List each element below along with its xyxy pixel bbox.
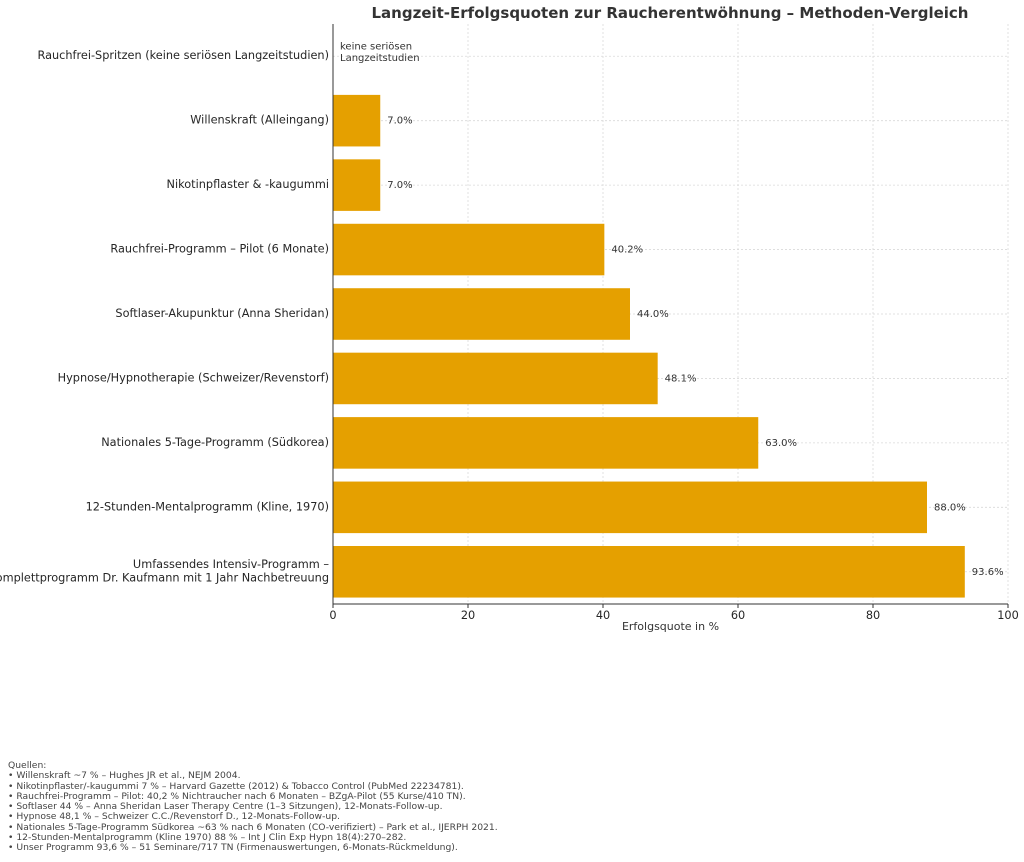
- y-tick-label: Hypnose/Hypnotherapie (Schweizer/Revenst…: [58, 371, 329, 384]
- x-tick-label: 60: [731, 609, 745, 622]
- bar-value-label: 7.0%: [387, 116, 412, 127]
- y-tick-label: Nationales 5-Tage-Programm (Südkorea): [101, 436, 329, 449]
- bar-value-label: 93.6%: [972, 567, 1004, 578]
- bar: [333, 288, 630, 340]
- bar-value-label: 48.1%: [665, 373, 697, 384]
- x-tick-label: 100: [997, 609, 1019, 622]
- bar-value-label: keine seriösen Langzeitstudien: [340, 41, 420, 64]
- y-tick-label: Rauchfrei-Spritzen (keine seriösen Langz…: [37, 49, 329, 62]
- bar: [333, 481, 927, 534]
- x-tick-label: 0: [329, 609, 336, 622]
- bars: keine seriösen Langzeitstudien 7.0% 7.0% 40.…: [333, 41, 1004, 598]
- x-tick-label: 20: [461, 609, 475, 622]
- bar: [333, 94, 381, 147]
- y-tick-label: Rauchfrei-Programm – Pilot (6 Monate): [110, 243, 329, 256]
- source-item: • Hypnose 48,1 % – Schweizer C.C./Revens…: [8, 811, 340, 823]
- source-item: • Willenskraft ~7 % – Hughes JR et al., …: [8, 770, 241, 782]
- bar-value-label: 44.0%: [637, 309, 669, 320]
- source-item: • Nationales 5-Tage-Programm Südkorea ~6…: [8, 821, 498, 833]
- source-item: • Rauchfrei-Programm – Pilot: 40,2 % Nic…: [8, 790, 466, 802]
- source-item: • Softlaser 44 % – Anna Sheridan Laser T…: [8, 801, 443, 813]
- bar: [333, 417, 759, 469]
- bar-value-label: 63.0%: [765, 438, 797, 449]
- source-item: • Nikotinpflaster/-kaugummi 7 % – Harvar…: [8, 780, 464, 792]
- bar-value-label: 7.0%: [387, 180, 412, 191]
- y-tick-label: Umfassendes Intensiv-Programm – Komplettp…: [0, 558, 329, 585]
- y-tick-label: 12-Stunden-Mentalprogramm (Kline, 1970): [86, 500, 329, 513]
- source-item: • 12-Stunden-Mentalprogramm (Kline 1970)…: [8, 832, 407, 844]
- axes: Rauchfrei-Spritzen (keine seriösen Langz…: [0, 24, 1019, 622]
- y-tick-label: Nikotinpflaster & -kaugummi: [167, 178, 329, 191]
- y-tick-label: Softlaser-Akupunktur (Anna Sheridan): [115, 307, 329, 320]
- sources-section: Quellen: • Willenskraft ~7 % – Hughes JR…: [8, 760, 1008, 854]
- bar: [333, 546, 965, 598]
- y-tick-label: Willenskraft (Alleingang): [190, 114, 329, 127]
- bar-value-label: 40.2%: [611, 245, 643, 256]
- bar: [333, 352, 658, 405]
- x-tick-label: 80: [866, 609, 880, 622]
- sources-heading: Quellen:: [8, 760, 47, 771]
- bar: [333, 159, 381, 211]
- bar-value-label: 88.0%: [934, 502, 966, 513]
- source-item: • Unser Programm 93,6 % – 51 Seminare/71…: [8, 842, 458, 854]
- bar: [333, 223, 605, 276]
- chart-title: Langzeit-Erfolgsquoten zur Raucherentwöh…: [372, 4, 969, 22]
- x-tick-label: 40: [596, 609, 610, 622]
- x-axis-label: Erfolgsquote in %: [622, 620, 719, 633]
